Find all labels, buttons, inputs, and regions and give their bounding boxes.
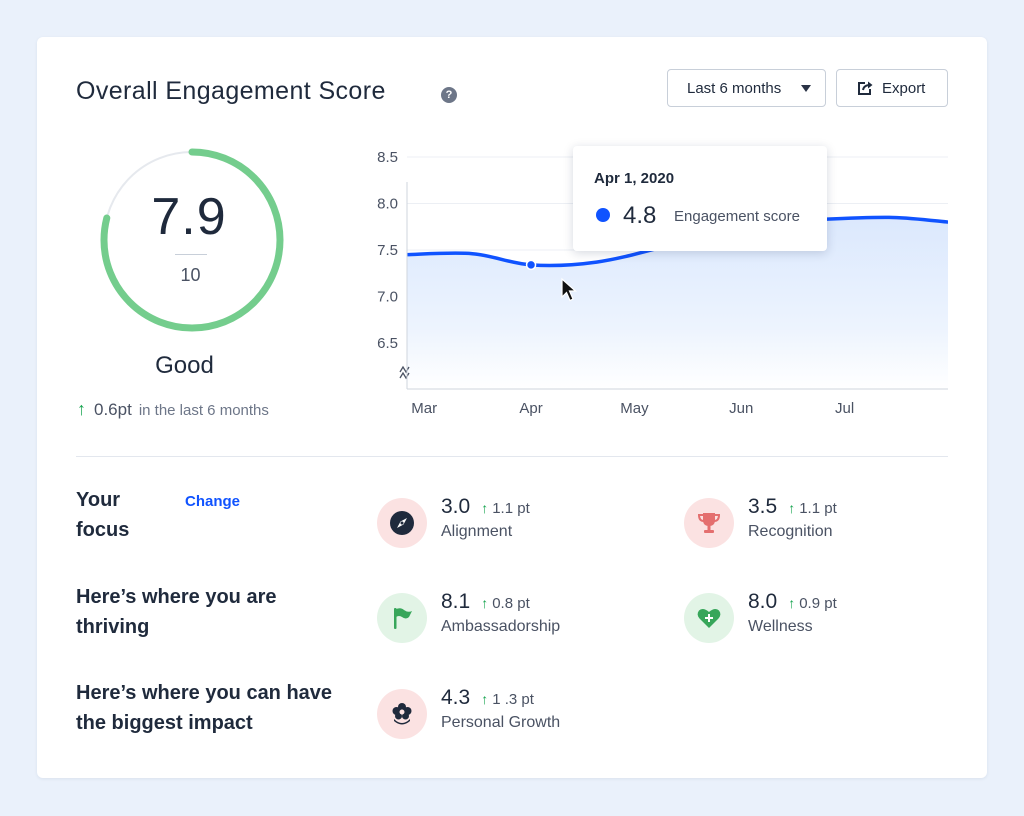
score-divider <box>175 254 207 255</box>
change-focus-link[interactable]: Change <box>185 493 241 510</box>
metric-delta: 1 .3 pt <box>492 691 534 708</box>
metric-icon-circle <box>684 593 734 643</box>
metric-ambassadorship[interactable]: 8.1 ↑ 0.8 pt Ambassadorship <box>377 590 560 643</box>
metric-name: Alignment <box>441 523 513 540</box>
y-tick-label: 6.5 <box>377 335 398 352</box>
metric-alignment[interactable]: 3.0 ↑ 1.1 pt Alignment <box>377 495 530 548</box>
tooltip-date: Apr 1, 2020 <box>594 170 675 187</box>
metric-name: Personal Growth <box>441 714 561 731</box>
x-tick-label: Apr <box>519 400 542 417</box>
impact-label-line2: the biggest impact <box>76 712 253 734</box>
thriving-label-line1: Here’s where you are <box>76 586 277 608</box>
impact-label-line1: Here’s where you can have <box>76 682 333 704</box>
x-tick-label: Jul <box>835 400 854 417</box>
score-value: 7.9 <box>151 188 227 246</box>
page-title: Overall Engagement Score <box>76 77 386 105</box>
metric-delta: 0.8 pt <box>492 595 530 612</box>
metric-icon-circle <box>684 498 734 548</box>
tooltip-value: 4.8 <box>623 202 657 229</box>
trend-value: 0.6pt <box>94 400 132 419</box>
arrow-up-icon: ↑ <box>481 500 489 516</box>
metric-delta: 0.9 pt <box>799 595 837 612</box>
thriving-label-line2: thriving <box>76 616 150 638</box>
metric-value: 8.1 <box>441 590 471 613</box>
help-icon[interactable]: ? <box>441 87 457 103</box>
x-tick-label: May <box>620 400 649 417</box>
flag-icon <box>394 608 412 629</box>
y-tick-label: 8.5 <box>377 149 398 166</box>
mouse-cursor <box>561 277 578 302</box>
metric-recognition[interactable]: 3.5 ↑ 1.1 pt Recognition <box>684 495 837 548</box>
flower-icon <box>392 703 412 725</box>
section-divider <box>76 456 948 457</box>
focus-label: Your focus <box>76 485 156 545</box>
gauge-progress-arc <box>100 148 284 332</box>
x-tick-label: Mar <box>411 400 437 417</box>
metric-value: 3.0 <box>441 495 471 518</box>
date-range-label: Last 6 months <box>687 79 782 97</box>
y-tick-label: 7.5 <box>377 242 398 259</box>
score-rating: Good <box>155 352 214 379</box>
arrow-up-icon: ↑ <box>481 595 489 611</box>
focus-label-text: Your focus <box>76 489 130 541</box>
metric-name: Recognition <box>748 523 833 540</box>
x-tick-label: Jun <box>729 400 753 417</box>
thriving-label: Here’s where you are thriving <box>76 582 276 642</box>
metric-value: 4.3 <box>441 686 471 709</box>
metric-value: 8.0 <box>748 590 778 613</box>
highlighted-data-point[interactable] <box>525 259 537 271</box>
score-trend: ↑ 0.6pt in the last 6 months <box>77 399 269 420</box>
y-tick-label: 7.0 <box>377 289 398 306</box>
metric-delta: 1.1 pt <box>492 500 530 517</box>
metric-value: 3.5 <box>748 495 778 518</box>
compass-icon <box>390 511 414 535</box>
metric-icon-circle <box>377 593 427 643</box>
metric-name: Wellness <box>748 618 813 635</box>
metric-personal-growth[interactable]: 4.3 ↑ 1 .3 pt Personal Growth <box>377 686 560 739</box>
chart-area-fill <box>407 217 948 389</box>
chart-tooltip: Apr 1, 2020 4.8 Engagement score <box>573 146 827 251</box>
metric-name: Ambassadorship <box>441 618 561 635</box>
export-button[interactable]: Export <box>836 69 948 107</box>
metric-wellness[interactable]: 8.0 ↑ 0.9 pt Wellness <box>684 590 837 643</box>
trophy-icon <box>697 513 721 533</box>
arrow-up-icon: ↑ <box>77 399 86 419</box>
date-range-dropdown[interactable]: Last 6 months <box>667 69 826 107</box>
impact-label: Here’s where you can have the biggest im… <box>76 678 332 738</box>
arrow-up-icon: ↑ <box>788 595 796 611</box>
y-tick-label: 8.0 <box>377 196 398 213</box>
score-gauge <box>100 148 284 332</box>
metric-delta: 1.1 pt <box>799 500 837 517</box>
metric-icon-circle <box>377 498 427 548</box>
caret-down-icon <box>801 85 811 92</box>
tooltip-series-dot <box>596 208 610 222</box>
arrow-up-icon: ↑ <box>481 691 489 707</box>
score-max: 10 <box>180 265 201 285</box>
tooltip-label: Engagement score <box>674 208 800 225</box>
export-icon <box>858 81 873 95</box>
engagement-card: Overall Engagement Score ? Last 6 months… <box>37 37 987 778</box>
heart-icon <box>697 609 721 628</box>
trend-description: in the last 6 months <box>138 402 269 419</box>
metric-icon-circle <box>377 689 427 739</box>
export-label: Export <box>882 79 926 97</box>
arrow-up-icon: ↑ <box>788 500 796 516</box>
